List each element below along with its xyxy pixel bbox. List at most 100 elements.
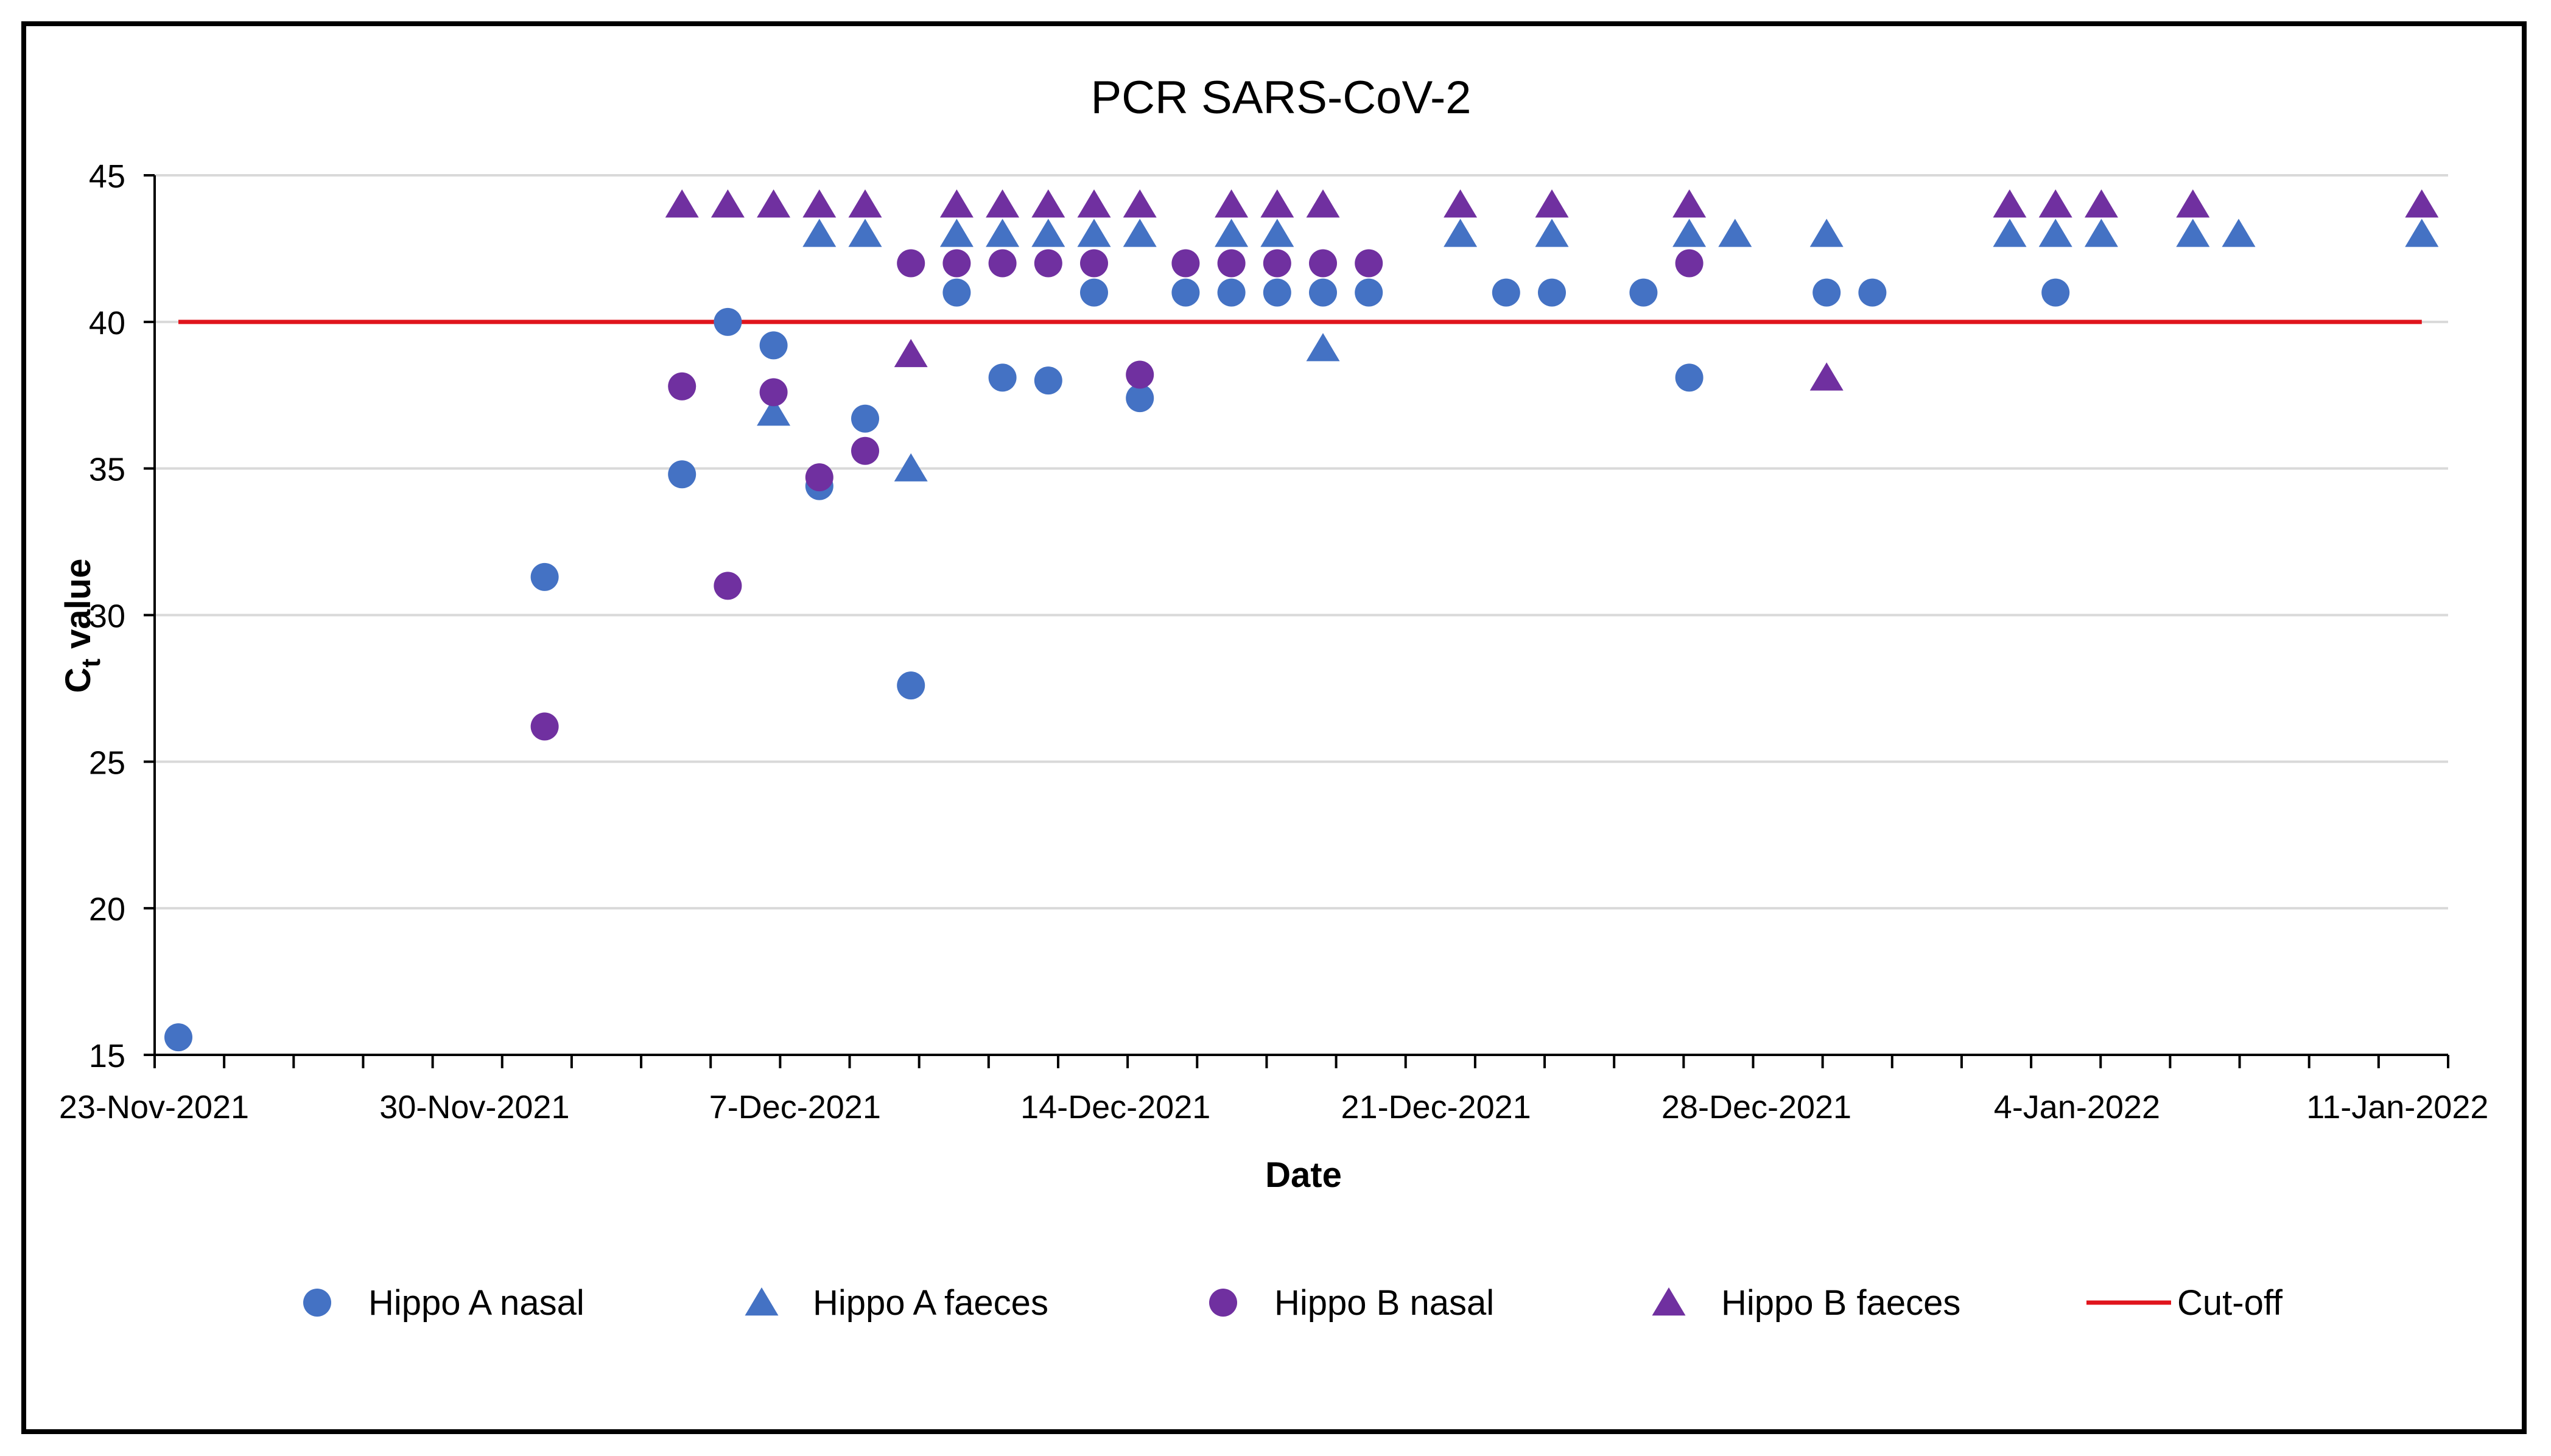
data-point — [1126, 384, 1154, 413]
legend-label: Hippo B nasal — [1274, 1283, 1494, 1323]
data-point — [1672, 189, 1707, 218]
data-point — [1077, 219, 1111, 247]
x-tick-label: 14-Dec-2021 — [1020, 1089, 1210, 1125]
legend-marker — [745, 1287, 779, 1316]
data-point — [164, 1023, 192, 1052]
data-point — [1809, 362, 1844, 391]
data-point — [986, 189, 1020, 218]
legend-label: Hippo A faeces — [813, 1283, 1048, 1323]
y-tick-label: 20 — [89, 891, 125, 928]
axes — [144, 174, 2449, 1068]
x-tick-label: 21-Dec-2021 — [1341, 1089, 1531, 1125]
data-point — [1492, 278, 1520, 307]
data-point — [1993, 219, 2027, 247]
data-point — [894, 453, 928, 481]
data-point — [1217, 278, 1246, 307]
x-tick-label: 11-Jan-2022 — [2306, 1089, 2488, 1125]
data-point — [1538, 278, 1566, 307]
series-hippo-a-nasal — [164, 278, 2070, 1052]
data-point — [1031, 189, 1065, 218]
data-point — [988, 249, 1017, 278]
data-point — [759, 378, 788, 407]
x-tick-label: 30-Nov-2021 — [379, 1089, 569, 1125]
data-point — [897, 249, 925, 278]
data-point — [1629, 278, 1658, 307]
data-point — [851, 436, 879, 465]
y-axis-label: Ct value — [58, 559, 106, 693]
data-point — [851, 404, 879, 433]
x-tick-label: 4-Jan-2022 — [1994, 1089, 2160, 1125]
legend-item: Hippo B faeces — [1652, 1283, 1960, 1323]
data-point — [1126, 360, 1154, 389]
data-point — [1215, 219, 1249, 247]
data-point — [1263, 278, 1291, 307]
data-point — [2176, 189, 2210, 218]
data-point — [714, 572, 742, 600]
x-tick-label: 23-Nov-2021 — [59, 1089, 249, 1125]
data-point — [894, 338, 928, 368]
data-point — [1123, 219, 1157, 247]
data-point — [802, 189, 837, 218]
legend-marker — [303, 1289, 331, 1317]
data-point — [1535, 219, 1569, 247]
series-hippo-b-faeces — [665, 189, 2439, 391]
data-point — [1306, 333, 1340, 362]
data-point — [1306, 189, 1340, 218]
legend-label: Cut-off — [2177, 1283, 2283, 1323]
data-point — [1215, 189, 1249, 218]
chart-frame: PCR SARS-CoV-2 15 20 25 30 35 40 45 23-Nov-202… — [21, 21, 2527, 1434]
legend-item: Hippo A nasal — [303, 1283, 584, 1323]
gridlines — [155, 174, 2448, 910]
data-point — [1080, 249, 1108, 278]
data-point — [714, 307, 742, 336]
y-axis-label-subscript: t — [76, 659, 106, 668]
data-point — [1355, 278, 1383, 307]
data-point — [757, 189, 791, 218]
data-point — [1675, 249, 1704, 278]
data-point — [1444, 219, 1478, 247]
data-point — [2176, 219, 2210, 247]
data-point — [2222, 219, 2256, 247]
data-point — [1263, 249, 1291, 278]
x-tick-label: 7-Dec-2021 — [709, 1089, 881, 1125]
data-point — [1077, 189, 1111, 218]
legend-item: Hippo A faeces — [745, 1283, 1048, 1323]
data-point — [2041, 278, 2070, 307]
data-point — [2084, 219, 2118, 247]
data-point — [939, 189, 974, 218]
data-point — [665, 189, 699, 218]
data-point — [530, 712, 559, 741]
data-point — [1031, 219, 1065, 247]
x-tick-label: 28-Dec-2021 — [1661, 1089, 1851, 1125]
y-tick-label: 30 — [89, 598, 125, 635]
data-point — [1535, 189, 1569, 218]
data-point — [988, 363, 1017, 392]
data-point — [1171, 278, 1200, 307]
data-point — [1309, 278, 1337, 307]
legend-label: Hippo A nasal — [368, 1283, 584, 1323]
data-point — [1034, 249, 1062, 278]
legend-item: Cut-off — [2086, 1283, 2283, 1323]
data-point — [2405, 219, 2439, 247]
y-tick-label: 25 — [89, 744, 125, 781]
data-point — [802, 219, 837, 247]
y-axis-label-rest: value — [58, 559, 98, 659]
data-point — [2405, 189, 2439, 218]
data-point — [897, 671, 925, 700]
legend-marker — [1652, 1287, 1686, 1316]
y-tick-label: 45 — [89, 158, 125, 195]
data-point — [668, 460, 697, 489]
data-point — [1260, 189, 1294, 218]
data-point — [757, 397, 791, 426]
data-point — [2038, 219, 2072, 247]
data-point — [1672, 219, 1707, 247]
data-point — [2084, 189, 2118, 218]
data-point — [1809, 219, 1844, 247]
data-point — [1260, 219, 1294, 247]
data-point — [1355, 249, 1383, 278]
data-point — [1858, 278, 1887, 307]
y-tick-label: 15 — [89, 1038, 125, 1074]
y-tick-labels: 15 20 25 30 35 40 45 — [89, 158, 125, 1074]
legend-item: Hippo B nasal — [1209, 1283, 1494, 1323]
series-hippo-a-faeces — [757, 219, 2439, 481]
